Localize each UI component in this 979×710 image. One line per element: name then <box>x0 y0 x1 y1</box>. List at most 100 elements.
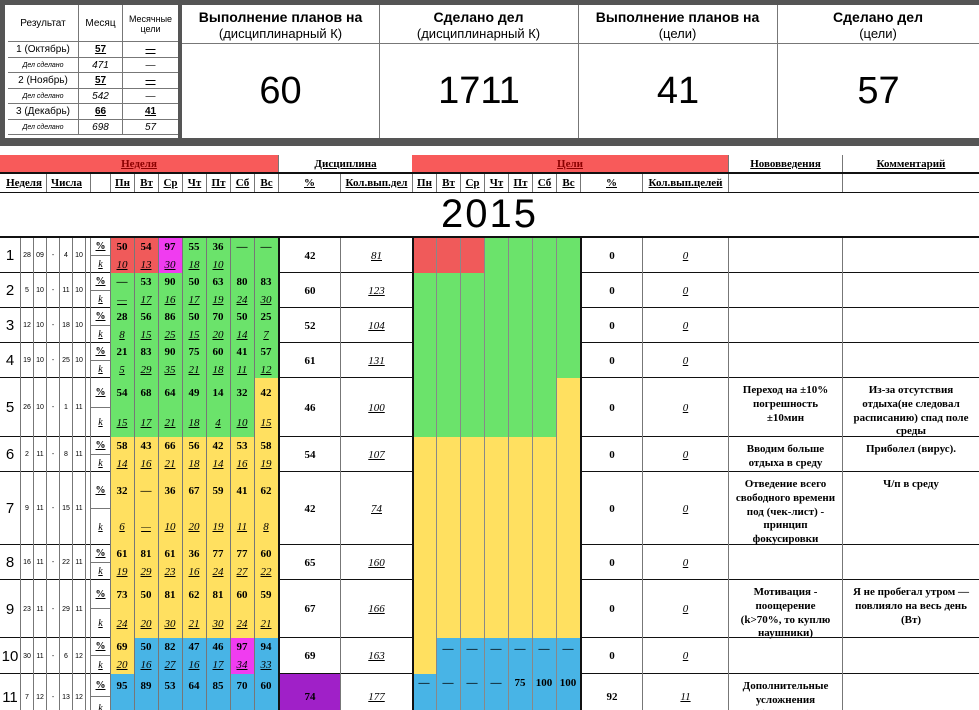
goal-day-cell <box>532 580 556 638</box>
day-pct-value: 86 <box>164 311 176 323</box>
day-cell <box>110 472 134 545</box>
day-k-value: 5 <box>119 363 125 376</box>
kpi-subtitle: (дисциплинарный К) <box>218 25 343 41</box>
innovation-note: Переход на ±10% погрешность ±10мин <box>728 378 842 437</box>
summary-month-value: 66 <box>78 104 122 120</box>
row-label-pct: % <box>90 343 110 361</box>
week-date-part: - <box>46 308 59 343</box>
day-cell <box>206 343 230 378</box>
spacer <box>85 308 90 343</box>
innovation-note <box>728 638 842 674</box>
disc-pct-value: 61 <box>278 343 340 378</box>
row-label-pct: % <box>90 472 110 509</box>
goal-day-cell <box>532 273 556 308</box>
goal-pct-value: 0 <box>580 545 642 580</box>
day-pct-value: 81 <box>164 588 176 601</box>
summary-done-value: 698 <box>78 120 122 135</box>
goal-day-cell <box>460 638 484 674</box>
week-date-part: 10 <box>72 308 85 343</box>
day-k-value: 18 <box>188 416 200 429</box>
goal-day-cell <box>412 238 436 273</box>
week-number: 11 <box>2 688 18 706</box>
goal-day-cell <box>460 343 484 378</box>
header-week-group: Неделя <box>0 155 278 172</box>
row-label-k: k <box>90 326 110 343</box>
goal-day-cell <box>508 437 532 472</box>
goal-day-cell <box>412 472 436 545</box>
day-k-value: 20 <box>140 617 152 630</box>
day-pct-value: 50 <box>236 311 248 323</box>
day-k-value: 29 <box>140 363 152 376</box>
goal-day-cell <box>484 343 508 378</box>
goal-day-cell <box>436 343 460 378</box>
comment-note <box>842 638 979 674</box>
day-pct-value: 50 <box>140 641 152 653</box>
week-date-part: 22 <box>59 545 72 580</box>
week-date-part: 10 <box>33 343 46 378</box>
row-label-pct: % <box>90 273 110 291</box>
kpi-header <box>777 5 979 44</box>
day-pct-value: 36 <box>212 241 224 253</box>
goal-day-cell <box>532 238 556 273</box>
goal-day-cell <box>508 472 532 545</box>
kpi-value: 41 <box>578 44 777 138</box>
day-k-value: 20 <box>188 521 200 533</box>
day-pct-value: 59 <box>260 588 272 601</box>
goal-day-cell <box>532 437 556 472</box>
day-k-value: 4 <box>215 416 221 429</box>
kpi-header <box>182 5 379 44</box>
disc-count-value: 74 <box>340 472 412 545</box>
day-k-value: 16 <box>188 659 200 671</box>
goal-day-cell <box>484 472 508 545</box>
day-pct-value: 53 <box>164 679 176 692</box>
summary-sub-label: Дел сделано <box>8 120 78 135</box>
day-k-value: 19 <box>116 565 128 578</box>
day-cell <box>158 545 182 580</box>
day-cell <box>206 238 230 273</box>
summary-done-value: 542 <box>78 89 122 104</box>
goals-count-value: 0 <box>642 638 728 674</box>
day-cell <box>110 580 134 638</box>
day-pct-value: 47 <box>188 641 200 653</box>
header-disc-count: Кол.вып.дел <box>340 174 412 192</box>
header-goal-day: Пт <box>508 174 532 192</box>
kpi-value: 57 <box>777 44 979 138</box>
day-k-value: 15 <box>188 328 200 341</box>
goal-day-cell <box>412 273 436 308</box>
day-pct-value: 41 <box>236 346 248 358</box>
innovation-note: Отведение всего свободного времени под (… <box>728 472 842 545</box>
day-cell <box>110 638 134 674</box>
week-number: 3 <box>5 317 15 334</box>
week-number: 7 <box>5 500 15 517</box>
day-k-value <box>230 697 254 710</box>
header-day: Пт <box>206 174 230 192</box>
day-pct-value: 62 <box>260 484 272 497</box>
summary-month-name: 3 (Декабрь) <box>8 104 78 120</box>
summary-month-name: 1 (Октябрь) <box>8 42 78 58</box>
goal-day-cell <box>556 308 580 343</box>
spacer <box>85 580 90 638</box>
day-k-value: 27 <box>236 565 248 578</box>
day-cell <box>134 273 158 308</box>
week-date-part: 10 <box>33 378 46 437</box>
day-cell <box>134 638 158 674</box>
day-cell <box>182 308 206 343</box>
day-pct-value: 50 <box>116 241 128 253</box>
week-date-part: - <box>46 378 59 437</box>
week-date-part: 16 <box>20 545 33 580</box>
day-cell <box>158 472 182 545</box>
comment-note <box>842 308 979 343</box>
week-date-part: 12 <box>20 308 33 343</box>
header-discipline: Дисциплина <box>278 155 412 172</box>
row-label-k: k <box>90 408 110 437</box>
comment-note <box>842 273 979 308</box>
goal-day-cell <box>460 580 484 638</box>
header-goal-day: Чт <box>484 174 508 192</box>
innovation-note <box>728 273 842 308</box>
innovation-note <box>728 238 842 273</box>
week-date-part: 13 <box>59 674 72 710</box>
comment-note <box>842 343 979 378</box>
day-k-value: 16 <box>164 293 176 306</box>
goal-day-cell <box>508 273 532 308</box>
